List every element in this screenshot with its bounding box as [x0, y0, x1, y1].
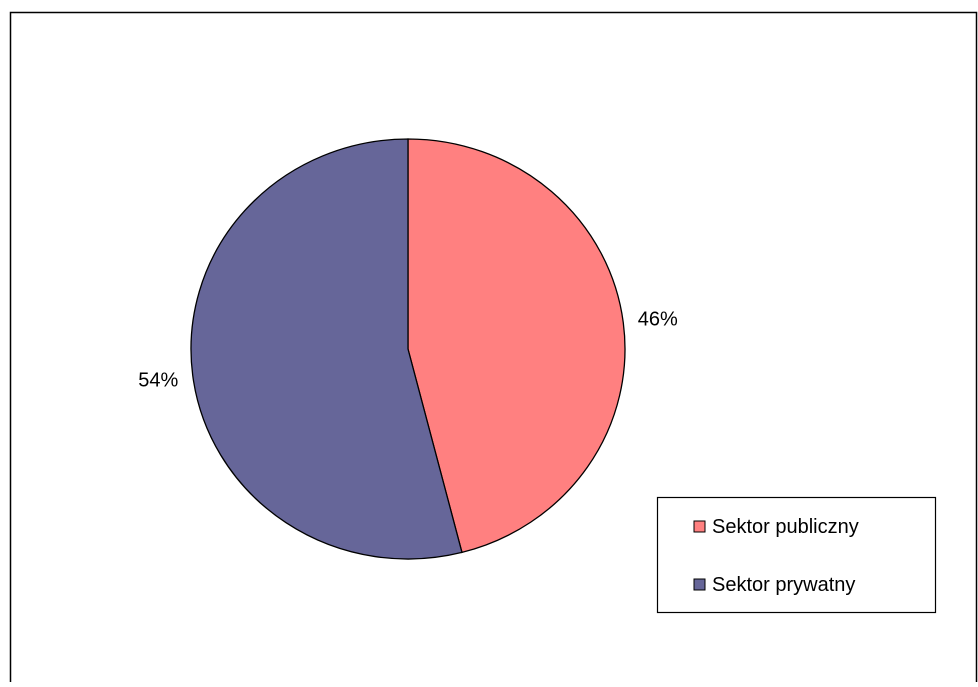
pie-slice-sektor-publiczny [407, 138, 626, 554]
pie-data-labels: 46% 54% [138, 308, 678, 391]
pie-slices [190, 138, 626, 560]
legend-swatch-sektor-prywatny [693, 578, 706, 591]
legend-swatch-sektor-publiczny [693, 520, 706, 533]
data-label-sektor-prywatny: 54% [138, 370, 178, 392]
data-label-sektor-publiczny: 46% [638, 308, 678, 330]
legend-label-sektor-prywatny: Sektor prywatny [712, 574, 855, 596]
legend-label-sektor-publiczny: Sektor publiczny [712, 516, 859, 538]
pie-slice-sektor-prywatny [190, 138, 463, 560]
legend: Sektor publiczny Sektor prywatny [656, 496, 937, 614]
legend-box [656, 496, 937, 614]
